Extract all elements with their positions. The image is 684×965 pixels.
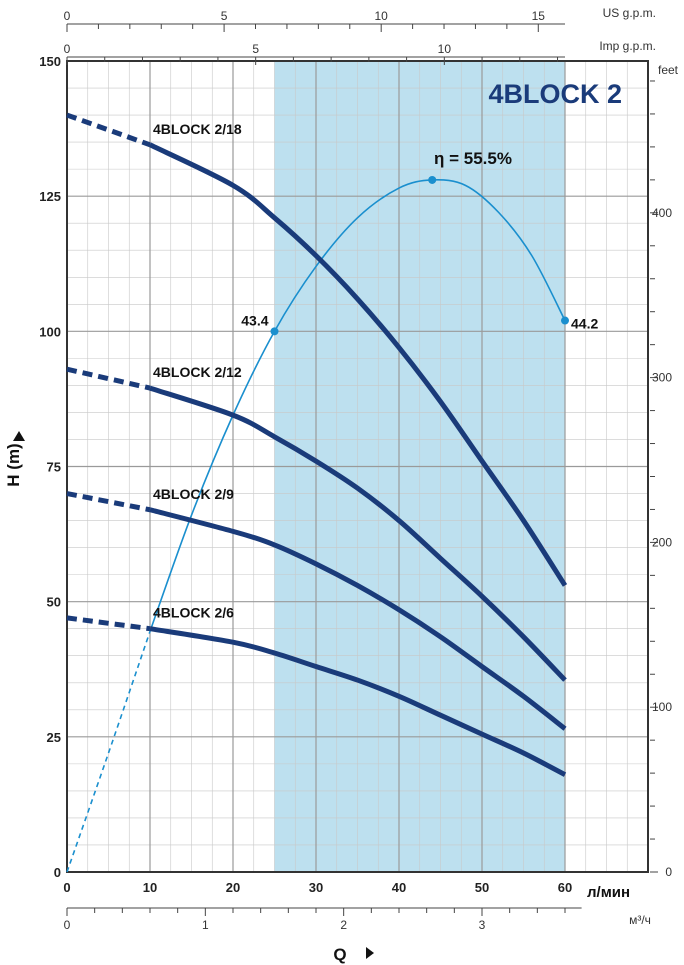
head-curve-dashed bbox=[66, 366, 151, 391]
head-curve-solid bbox=[149, 507, 567, 731]
efficiency-point bbox=[270, 327, 279, 336]
series-label: 4BLOCK 2/12 bbox=[153, 364, 242, 380]
plot-border bbox=[66, 60, 649, 873]
head-curve-solid bbox=[148, 142, 568, 587]
x-axis-arrow-icon bbox=[366, 947, 374, 959]
grid bbox=[67, 61, 648, 872]
feet-axis-label: feet bbox=[658, 63, 679, 77]
y-tick-label: 50 bbox=[47, 595, 61, 610]
x-axis-title: Q bbox=[333, 945, 346, 964]
head-curve-solid bbox=[149, 626, 567, 777]
us-gpm-axis-label: US g.p.m. bbox=[603, 6, 656, 20]
imp-gpm-axis-tick-label: 5 bbox=[252, 42, 259, 56]
y-tick-label: 125 bbox=[39, 189, 61, 204]
y-tick-label: 100 bbox=[39, 324, 61, 339]
labels: 4BLOCK 2 H (m) Q л/мин US g.p.m. Imp g.p… bbox=[4, 6, 679, 964]
feet-tick-label: 0 bbox=[665, 865, 672, 879]
efficiency-point bbox=[561, 316, 569, 325]
us-gpm-axis-tick-label: 10 bbox=[375, 9, 389, 23]
imp-gpm-axis-label: Imp g.p.m. bbox=[599, 39, 656, 53]
y-tick-label: 25 bbox=[47, 730, 61, 745]
feet-tick-label: 300 bbox=[652, 371, 672, 385]
efficiency-point bbox=[428, 175, 437, 184]
us-gpm-axis-tick-label: 15 bbox=[532, 9, 546, 23]
efficiency-line-solid bbox=[149, 179, 566, 632]
efficiency-line-dashed bbox=[66, 631, 151, 873]
y-axis-title: H (m) bbox=[4, 443, 23, 486]
imp-gpm-axis-tick-label: 10 bbox=[438, 42, 452, 56]
y-axis-arrow-icon bbox=[13, 431, 25, 441]
head-curve-dashed bbox=[66, 112, 151, 148]
x-tick-label: 40 bbox=[392, 880, 406, 895]
head-curve-dashed bbox=[66, 491, 151, 513]
head-curve-dashed bbox=[66, 615, 151, 632]
efficiency-point-label: 44.2 bbox=[571, 316, 598, 332]
efficiency-curve: 43.4 44.2 bbox=[66, 175, 598, 873]
series-label: 4BLOCK 2/18 bbox=[153, 121, 242, 137]
us-gpm-axis-tick-label: 0 bbox=[64, 9, 71, 23]
m3h-axis-label: м³/ч bbox=[629, 913, 651, 927]
x-tick-label: 60 bbox=[558, 880, 572, 895]
x-unit-label: л/мин bbox=[587, 884, 630, 901]
efficiency-point-label: 43.4 bbox=[241, 312, 268, 328]
series-label: 4BLOCK 2/9 bbox=[153, 486, 234, 502]
head-curve-solid bbox=[149, 385, 567, 682]
m3h-tick-label: 0 bbox=[64, 918, 71, 932]
m3h-tick-label: 1 bbox=[202, 918, 209, 932]
x-tick-label: 20 bbox=[226, 880, 240, 895]
head-curves: 4BLOCK 2/18 4BLOCK 2/12 4BLOCK 2/9 4BLOCK 2… bbox=[66, 112, 568, 777]
x-tick-label: 10 bbox=[143, 880, 157, 895]
m3h-tick-label: 2 bbox=[340, 918, 347, 932]
series-label: 4BLOCK 2/6 bbox=[153, 605, 234, 621]
feet-tick-label: 200 bbox=[652, 535, 672, 549]
imp-gpm-axis-tick-label: 0 bbox=[64, 42, 71, 56]
efficiency-label: η = 55.5% bbox=[434, 149, 512, 168]
plot-frame bbox=[66, 60, 649, 873]
m3h-tick-label: 3 bbox=[479, 918, 486, 932]
feet-tick-label: 400 bbox=[652, 206, 672, 220]
y-tick-label: 75 bbox=[47, 460, 61, 475]
feet-tick-label: 100 bbox=[652, 700, 672, 714]
x-tick-label: 30 bbox=[309, 880, 323, 895]
y-tick-label: 150 bbox=[39, 54, 61, 69]
y-tick-label: 0 bbox=[54, 865, 61, 880]
us-gpm-axis-tick-label: 5 bbox=[221, 9, 228, 23]
x-tick-label: 50 bbox=[475, 880, 489, 895]
chart-title: 4BLOCK 2 bbox=[488, 79, 622, 109]
x-tick-label: 0 bbox=[63, 880, 70, 895]
